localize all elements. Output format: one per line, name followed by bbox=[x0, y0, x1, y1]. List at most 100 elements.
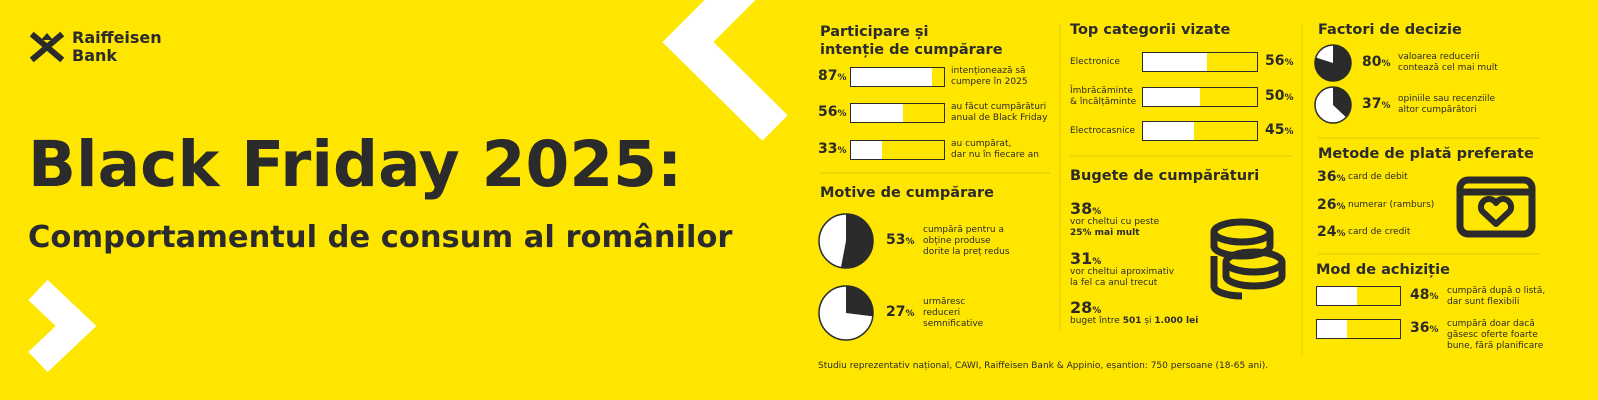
value-label: 36% bbox=[1317, 169, 1346, 185]
unit: % bbox=[1429, 292, 1439, 302]
value: 31 bbox=[1070, 249, 1093, 268]
text-line: dorite la preț redus bbox=[923, 246, 1010, 257]
footer: Studiu reprezentativ național, CAWI, Rai… bbox=[818, 361, 1269, 371]
bar bbox=[1317, 320, 1347, 338]
value-label: 56% bbox=[1265, 53, 1294, 69]
value-label: 56% bbox=[818, 104, 847, 120]
text-line: dar sunt flexibili bbox=[1447, 297, 1520, 307]
bar-frame bbox=[1316, 286, 1401, 306]
unit: % bbox=[1336, 174, 1346, 184]
text-line: 25% mai mult bbox=[1070, 228, 1140, 239]
text-line: cumpere în 2025 bbox=[951, 77, 1028, 87]
heading: Motive de cumpărare bbox=[820, 185, 994, 201]
bar-frame bbox=[850, 140, 945, 160]
value: 27 bbox=[886, 304, 906, 320]
unit: % bbox=[837, 109, 847, 119]
value: 45 bbox=[1265, 122, 1285, 138]
text-line: vor cheltui cu peste bbox=[1070, 217, 1160, 227]
subtitle: Comportamentul de consum al românilor bbox=[28, 220, 733, 255]
bar bbox=[851, 104, 904, 122]
value-label: 38% bbox=[1070, 199, 1101, 218]
unit: % bbox=[837, 73, 847, 83]
unit: % bbox=[1284, 127, 1294, 137]
value: 37 bbox=[1362, 96, 1382, 112]
unit: % bbox=[1092, 306, 1102, 316]
value-label: 37% bbox=[1362, 96, 1391, 112]
unit: % bbox=[1381, 59, 1391, 69]
text-line: găsesc oferte foarte bbox=[1447, 330, 1538, 340]
bar-frame bbox=[1316, 319, 1401, 339]
value: 26 bbox=[1317, 197, 1337, 213]
text-line: altor cumpărători bbox=[1398, 105, 1477, 115]
bar bbox=[1143, 53, 1207, 71]
value-label: 27% bbox=[886, 304, 915, 320]
text-line: opiniile sau recenziile bbox=[1398, 94, 1496, 104]
text-line: reduceri bbox=[923, 307, 961, 318]
unit: % bbox=[1092, 257, 1102, 267]
text-segment: 1.000 lei bbox=[1154, 316, 1199, 326]
heading: Factori de decizie bbox=[1318, 22, 1462, 38]
value-label: 45% bbox=[1265, 122, 1294, 138]
value-label: 24% bbox=[1317, 224, 1346, 240]
text-line: au cumpărat, bbox=[951, 139, 1012, 149]
pie bbox=[818, 285, 874, 341]
text-segment: 501 bbox=[1122, 316, 1142, 326]
unit: % bbox=[905, 237, 915, 247]
text-line: bune, fără planificare bbox=[1447, 341, 1544, 351]
text-line: dar nu în fiecare an bbox=[951, 150, 1039, 160]
value-label: 80% bbox=[1362, 54, 1391, 70]
text-line: contează cel mai mult bbox=[1398, 63, 1498, 73]
value: 56 bbox=[1265, 53, 1285, 69]
value: 28 bbox=[1070, 298, 1093, 317]
value-label: 33% bbox=[818, 141, 847, 157]
bar bbox=[851, 68, 932, 86]
text-segment: și bbox=[1141, 316, 1155, 326]
value: 36 bbox=[1410, 320, 1430, 336]
text-line: card de credit bbox=[1348, 227, 1411, 237]
bar bbox=[851, 141, 882, 159]
value: 80 bbox=[1362, 54, 1382, 70]
brand: Raiffeisen bbox=[72, 28, 162, 47]
heading: Mod de achiziție bbox=[1316, 262, 1450, 278]
unit: % bbox=[1284, 93, 1294, 103]
bar bbox=[1143, 122, 1195, 140]
bar-frame bbox=[850, 103, 945, 123]
text-line: Electrocasnice bbox=[1070, 125, 1136, 136]
value: 87 bbox=[818, 68, 838, 84]
unit: % bbox=[1381, 101, 1391, 111]
unit: % bbox=[1336, 229, 1346, 239]
value: 50 bbox=[1265, 88, 1285, 104]
value-label: 26% bbox=[1317, 197, 1346, 213]
pie bbox=[1314, 44, 1352, 82]
unit: % bbox=[837, 146, 847, 156]
heading: Metode de plată preferate bbox=[1318, 146, 1534, 162]
brand: Bank bbox=[72, 46, 118, 65]
text-line: Electronice bbox=[1070, 56, 1120, 67]
bar-frame bbox=[850, 67, 945, 87]
pie-slice bbox=[840, 214, 873, 268]
bar bbox=[1317, 287, 1357, 305]
text-line: urmăresc bbox=[923, 296, 966, 307]
pie-slice bbox=[846, 286, 873, 317]
value-label: 87% bbox=[818, 68, 847, 84]
text-line: & încălțăminte bbox=[1070, 97, 1137, 107]
pie-slice bbox=[1333, 87, 1351, 118]
text-segment: 25% mai mult bbox=[1070, 228, 1140, 238]
unit: % bbox=[1092, 207, 1102, 217]
title: Black Friday 2025: bbox=[28, 128, 683, 201]
unit: % bbox=[1336, 202, 1346, 212]
unit: % bbox=[1429, 325, 1439, 335]
bar bbox=[1143, 88, 1200, 106]
value: 53 bbox=[886, 232, 906, 248]
unit: % bbox=[905, 309, 915, 319]
text-line: card de debit bbox=[1348, 172, 1408, 182]
bar-frame bbox=[1142, 52, 1258, 72]
text-line: Îmbrăcăminte bbox=[1070, 86, 1133, 96]
pie bbox=[818, 213, 874, 269]
text-line: la fel ca anul trecut bbox=[1070, 278, 1158, 288]
text-line: anual de Black Friday bbox=[951, 113, 1048, 123]
text-segment: buget între bbox=[1070, 316, 1123, 326]
value-label: 36% bbox=[1410, 320, 1439, 336]
pie-slice bbox=[1315, 45, 1351, 81]
